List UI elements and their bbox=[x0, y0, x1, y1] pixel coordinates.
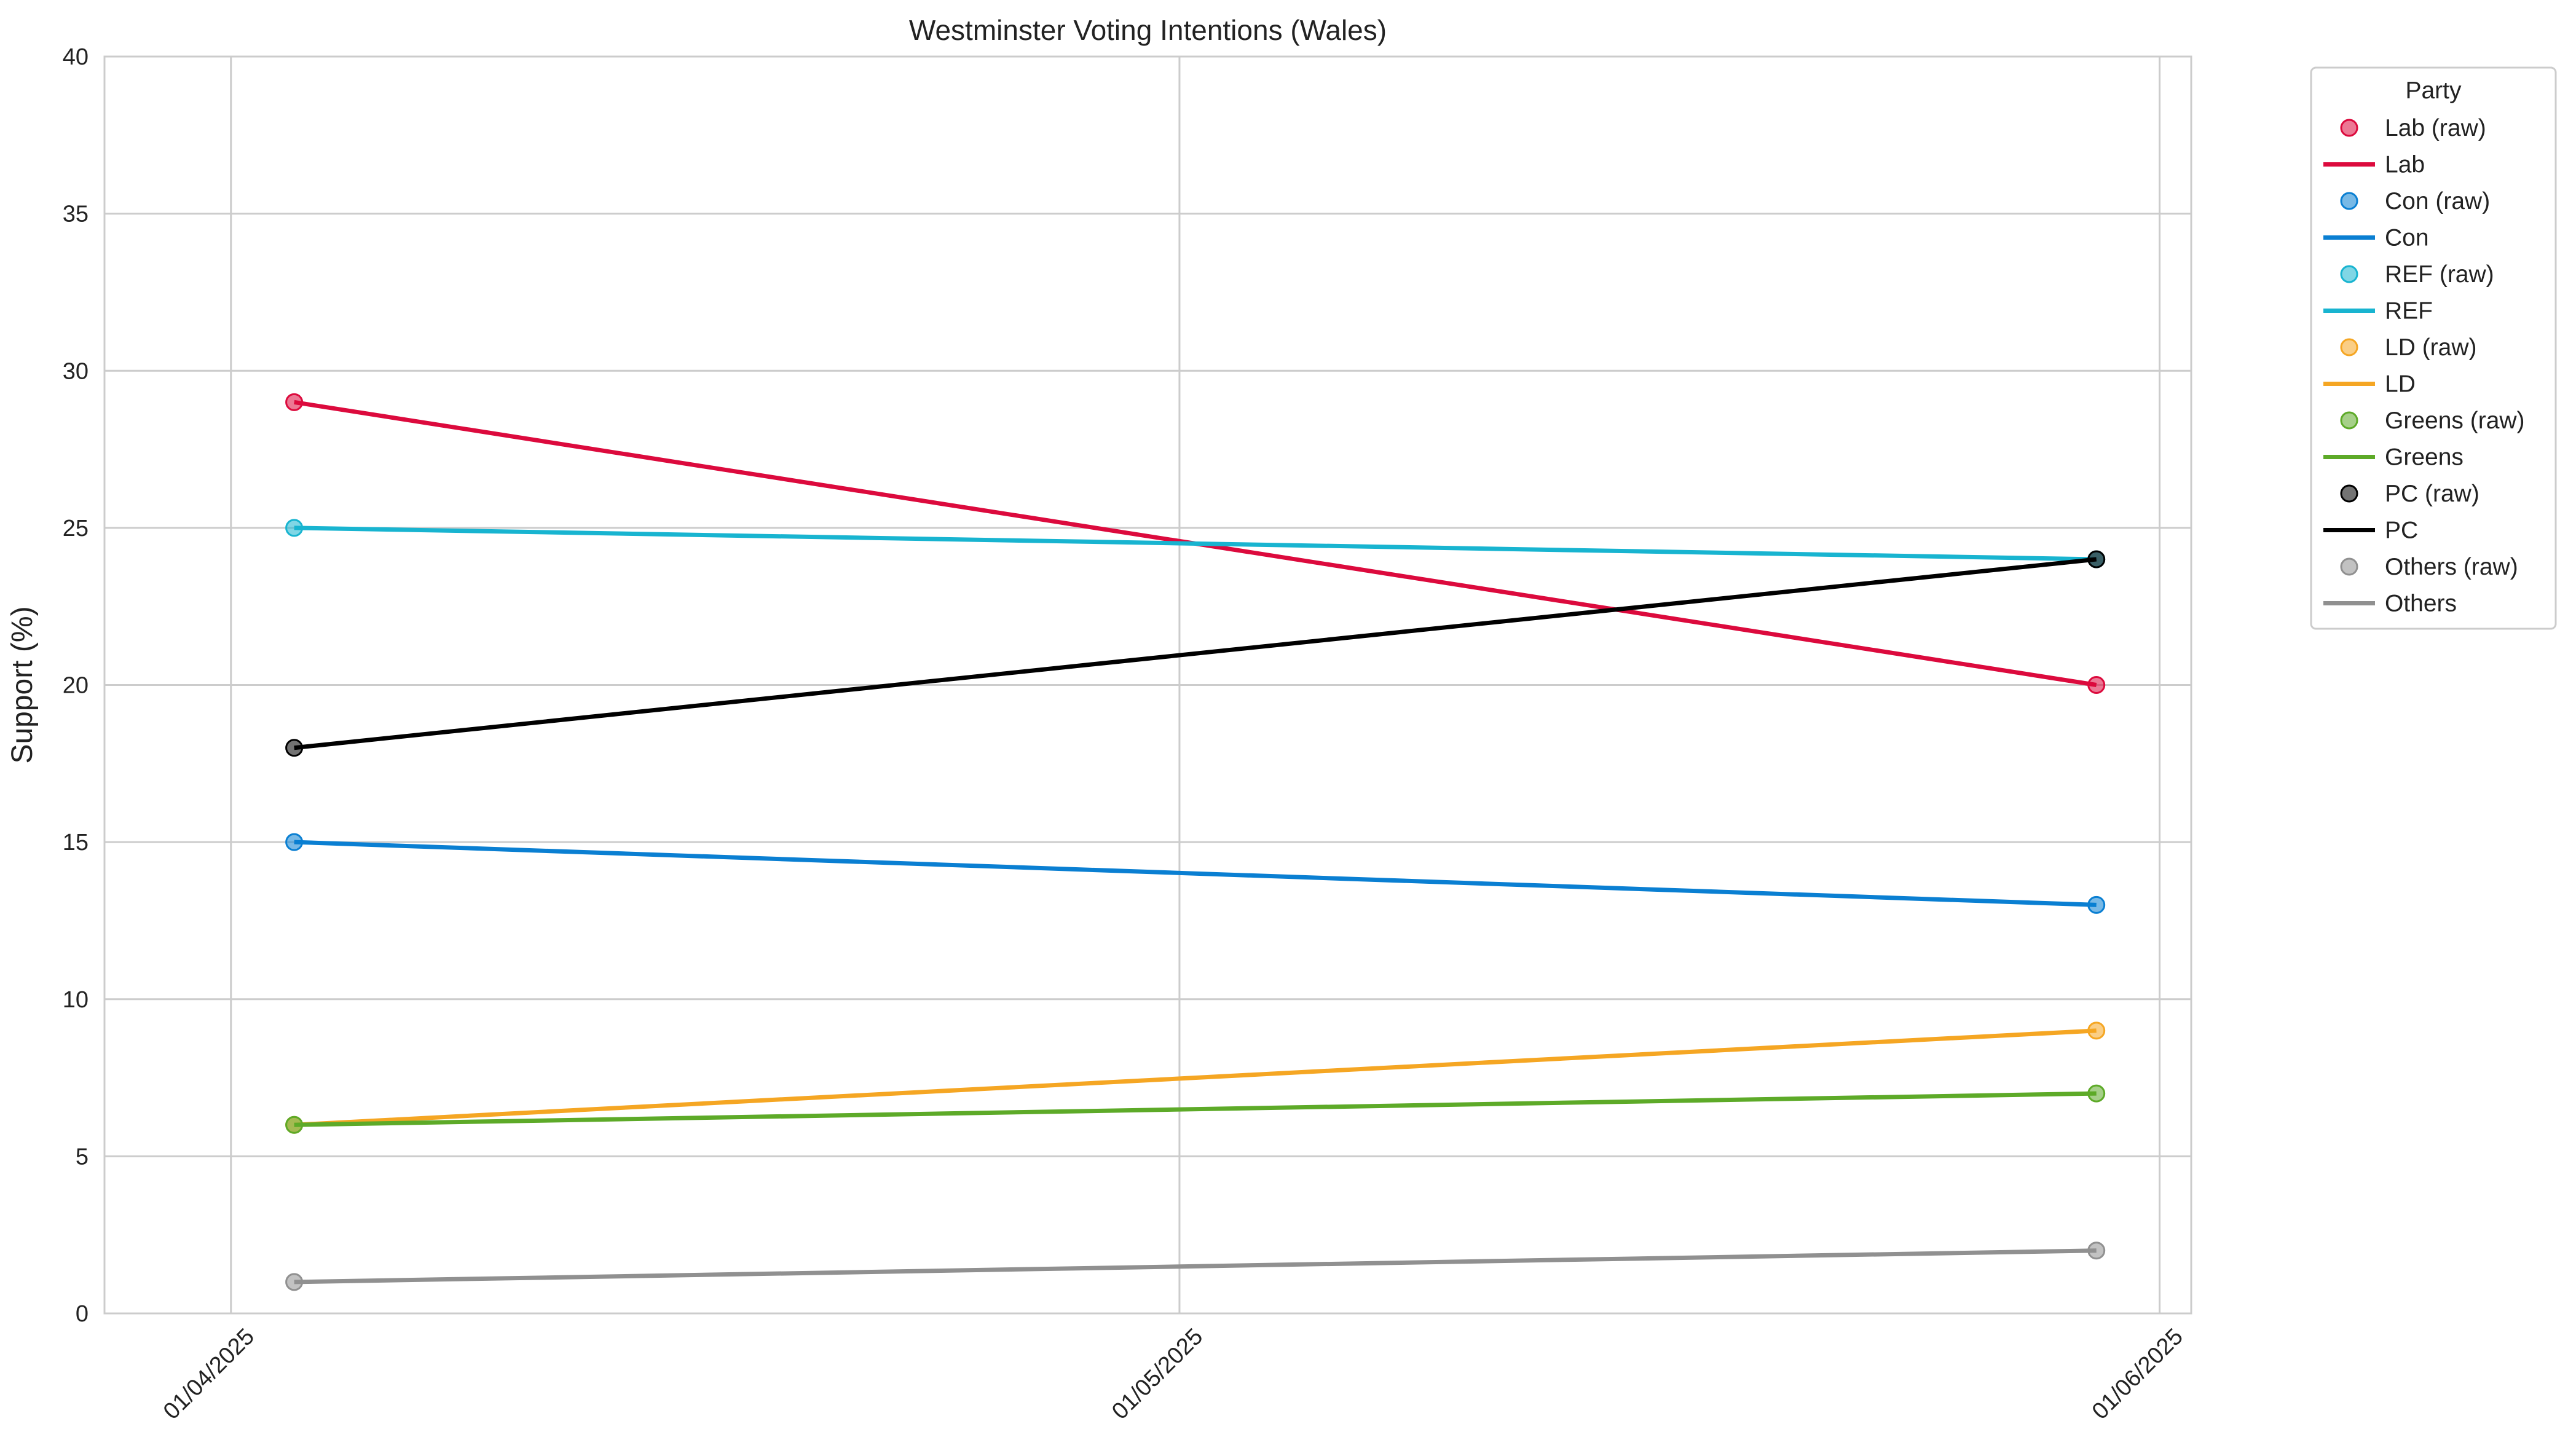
legend-label-raw: REF (raw) bbox=[2385, 261, 2494, 288]
legend-label: Lab bbox=[2385, 152, 2425, 178]
y-tick-label: 15 bbox=[63, 830, 89, 856]
legend-label: Greens bbox=[2385, 444, 2464, 471]
legend-marker-raw bbox=[2340, 411, 2358, 430]
data-point-lab bbox=[285, 393, 304, 411]
plot-frame bbox=[103, 55, 2192, 1315]
legend-title: Party bbox=[2405, 77, 2462, 104]
series-line-pc bbox=[294, 557, 2097, 750]
legend-label: LD bbox=[2385, 371, 2416, 398]
data-point-ld bbox=[2087, 1021, 2106, 1040]
data-point-pc bbox=[285, 739, 304, 757]
y-axis-ticks: 0 5 10 15 20 25 30 35 40 bbox=[63, 44, 89, 1327]
legend-marker-raw bbox=[2340, 265, 2358, 283]
legend-label-raw: LD (raw) bbox=[2385, 334, 2477, 361]
y-tick-label: 20 bbox=[63, 673, 89, 699]
legend-box bbox=[2310, 66, 2557, 630]
legend: Party Lab (raw) Lab Con (raw) Con REF (raw) R… bbox=[2310, 66, 2557, 630]
series-line-ld bbox=[294, 1028, 2097, 1127]
series-line-others bbox=[294, 1248, 2097, 1285]
series-layer bbox=[285, 393, 2106, 1291]
legend-label-raw: PC (raw) bbox=[2385, 481, 2479, 507]
legend-label: Others bbox=[2385, 591, 2457, 617]
legend-marker-raw bbox=[2340, 192, 2358, 210]
data-point-greens bbox=[2087, 1084, 2106, 1103]
series-line-con bbox=[294, 840, 2097, 907]
legend-marker-raw bbox=[2340, 484, 2358, 503]
chart-title: Westminster Voting Intentions (Wales) bbox=[909, 14, 1387, 46]
y-axis-label: Support (%) bbox=[6, 606, 39, 763]
legend-marker-raw bbox=[2340, 557, 2358, 576]
data-point-lab bbox=[2087, 676, 2106, 694]
y-tick-label: 10 bbox=[63, 987, 89, 1013]
y-tick-label: 5 bbox=[76, 1144, 89, 1170]
data-point-ref bbox=[285, 519, 304, 537]
data-point-con bbox=[2087, 895, 2106, 914]
legend-label: PC bbox=[2385, 517, 2418, 544]
data-point-greens bbox=[285, 1116, 304, 1134]
data-point-con bbox=[285, 833, 304, 851]
y-tick-label: 25 bbox=[63, 516, 89, 541]
y-tick-label: 40 bbox=[63, 44, 89, 70]
legend-label-raw: Others (raw) bbox=[2385, 554, 2518, 580]
legend-label-raw: Con (raw) bbox=[2385, 188, 2490, 214]
legend-label-raw: Lab (raw) bbox=[2385, 115, 2486, 141]
series-line-ref bbox=[294, 525, 2097, 562]
data-point-others bbox=[2087, 1242, 2106, 1260]
y-tick-label: 30 bbox=[63, 358, 89, 384]
legend-marker-raw bbox=[2340, 338, 2358, 356]
legend-marker-raw bbox=[2340, 119, 2358, 137]
y-tick-label: 35 bbox=[63, 202, 89, 227]
series-line-greens bbox=[294, 1091, 2097, 1127]
y-tick-label: 0 bbox=[76, 1301, 89, 1327]
data-point-others bbox=[285, 1273, 304, 1291]
data-point-pc bbox=[2087, 550, 2106, 569]
legend-label-raw: Greens (raw) bbox=[2385, 407, 2525, 434]
legend-label: Con bbox=[2385, 225, 2429, 251]
legend-label: REF bbox=[2385, 298, 2433, 325]
